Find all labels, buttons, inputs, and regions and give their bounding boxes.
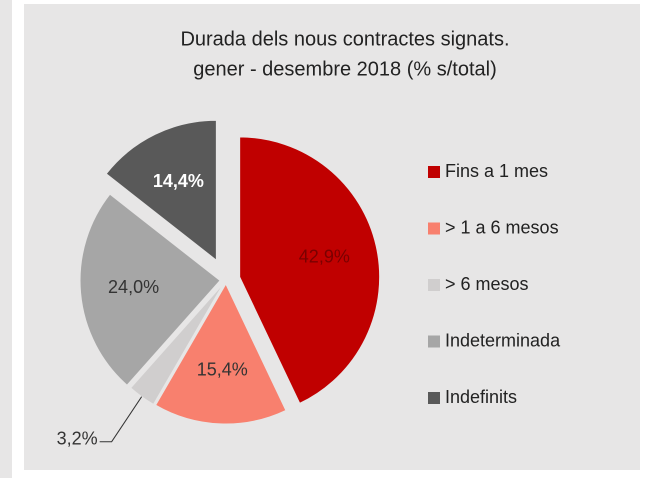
data-label: 3,2% [57, 428, 98, 448]
legend-label: Indefinits [445, 387, 517, 407]
data-label: 15,4% [197, 359, 248, 379]
side-strip [0, 0, 12, 478]
legend-label: > 6 mesos [445, 274, 529, 294]
leader-line [99, 396, 143, 443]
pie-slice [154, 282, 287, 425]
legend-swatch [428, 392, 440, 404]
data-label: 24,0% [108, 277, 159, 297]
legend-swatch [428, 335, 440, 348]
pie-slice [79, 193, 221, 386]
data-label: 14,4% [153, 171, 204, 191]
legend-label: Fins a 1 mes [445, 161, 548, 181]
legend-swatch [428, 279, 440, 291]
legend-swatch [428, 222, 440, 235]
legend-swatch [428, 166, 440, 178]
pie-slice [239, 136, 381, 405]
legend-label: Indeterminada [445, 330, 561, 350]
chart-subtitle: gener - desembre 2018 (% s/total) [193, 58, 497, 80]
pie-slice [105, 119, 217, 262]
data-label: 42,9% [299, 247, 350, 267]
chart-title: Durada dels nous contractes signats. [180, 28, 509, 50]
legend-label: > 1 a 6 mesos [445, 217, 559, 237]
